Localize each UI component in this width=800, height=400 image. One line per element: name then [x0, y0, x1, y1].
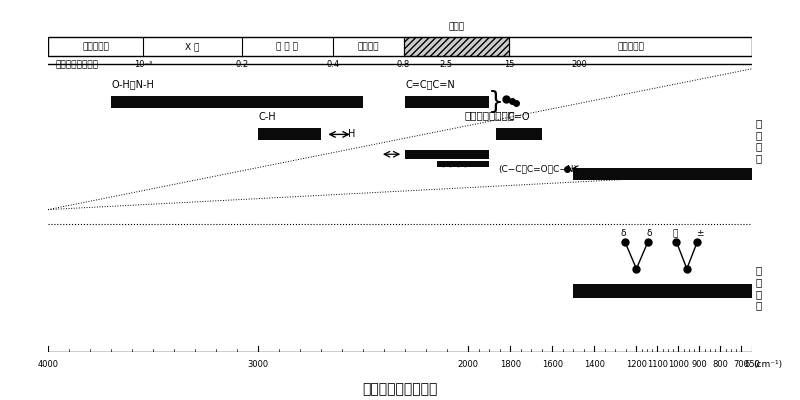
- Text: 200: 200: [572, 60, 587, 69]
- Text: 波長（ミクロン）: 波長（ミクロン）: [55, 60, 98, 69]
- Text: 紫 外 線: 紫 外 線: [277, 42, 298, 51]
- Text: 4000: 4000: [38, 360, 58, 369]
- Bar: [403, 37, 509, 56]
- Text: いわゆる赤外領域: いわゆる赤外領域: [464, 110, 514, 120]
- Text: 伸
縮
振
動: 伸 縮 振 動: [755, 118, 762, 163]
- Text: 650: 650: [744, 360, 760, 369]
- Text: 0.8: 0.8: [397, 60, 410, 69]
- Text: 1000: 1000: [668, 360, 689, 369]
- Text: 700: 700: [734, 360, 750, 369]
- Text: 変
角
振
動: 変 角 振 動: [755, 266, 762, 310]
- Text: 伸縮振動と変角振動: 伸縮振動と変角振動: [362, 382, 438, 396]
- Bar: [258, 128, 321, 140]
- Text: X 線: X 線: [185, 42, 199, 51]
- Text: 1600: 1600: [542, 360, 563, 369]
- Bar: [406, 150, 490, 159]
- Text: 1400: 1400: [584, 360, 605, 369]
- Text: 2000: 2000: [458, 360, 478, 369]
- Text: (cm⁻¹): (cm⁻¹): [754, 360, 782, 369]
- Text: 1100: 1100: [647, 360, 668, 369]
- Text: マイクロ波: マイクロ波: [617, 42, 644, 51]
- Text: 800: 800: [713, 360, 729, 369]
- Text: 1800: 1800: [500, 360, 521, 369]
- Text: ガンマー線: ガンマー線: [82, 42, 109, 51]
- Text: 15: 15: [504, 60, 514, 69]
- Text: C=O: C=O: [507, 112, 530, 122]
- Text: 3000: 3000: [247, 360, 269, 369]
- Text: 0.2: 0.2: [235, 60, 248, 69]
- Text: H: H: [349, 129, 356, 139]
- Text: 2.5: 2.5: [439, 60, 452, 69]
- Text: 1200: 1200: [626, 360, 647, 369]
- Text: 赤外線: 赤外線: [448, 22, 464, 31]
- Text: 10⁻³: 10⁻³: [134, 60, 152, 69]
- Bar: [574, 168, 752, 180]
- Bar: [406, 96, 490, 108]
- Bar: [574, 284, 752, 298]
- Bar: [111, 96, 363, 108]
- Bar: [496, 128, 542, 140]
- Text: C=C，C=N: C=C，C=N: [406, 80, 455, 90]
- Text: δ: δ: [621, 230, 626, 238]
- Text: (C−C，C=O，C−N): (C−C，C=O，C−N): [498, 164, 578, 173]
- Text: ±: ±: [696, 230, 704, 238]
- Text: 可視光線: 可視光線: [358, 42, 379, 51]
- Bar: [48, 37, 752, 56]
- Text: 0.4: 0.4: [326, 60, 340, 69]
- Bar: [437, 161, 490, 167]
- Text: C-H: C-H: [258, 112, 276, 122]
- Text: }: }: [488, 90, 504, 114]
- Text: δ: δ: [647, 230, 653, 238]
- Text: O-H，N-H: O-H，N-H: [111, 80, 154, 90]
- Text: 干: 干: [672, 230, 678, 238]
- Text: 900: 900: [691, 360, 707, 369]
